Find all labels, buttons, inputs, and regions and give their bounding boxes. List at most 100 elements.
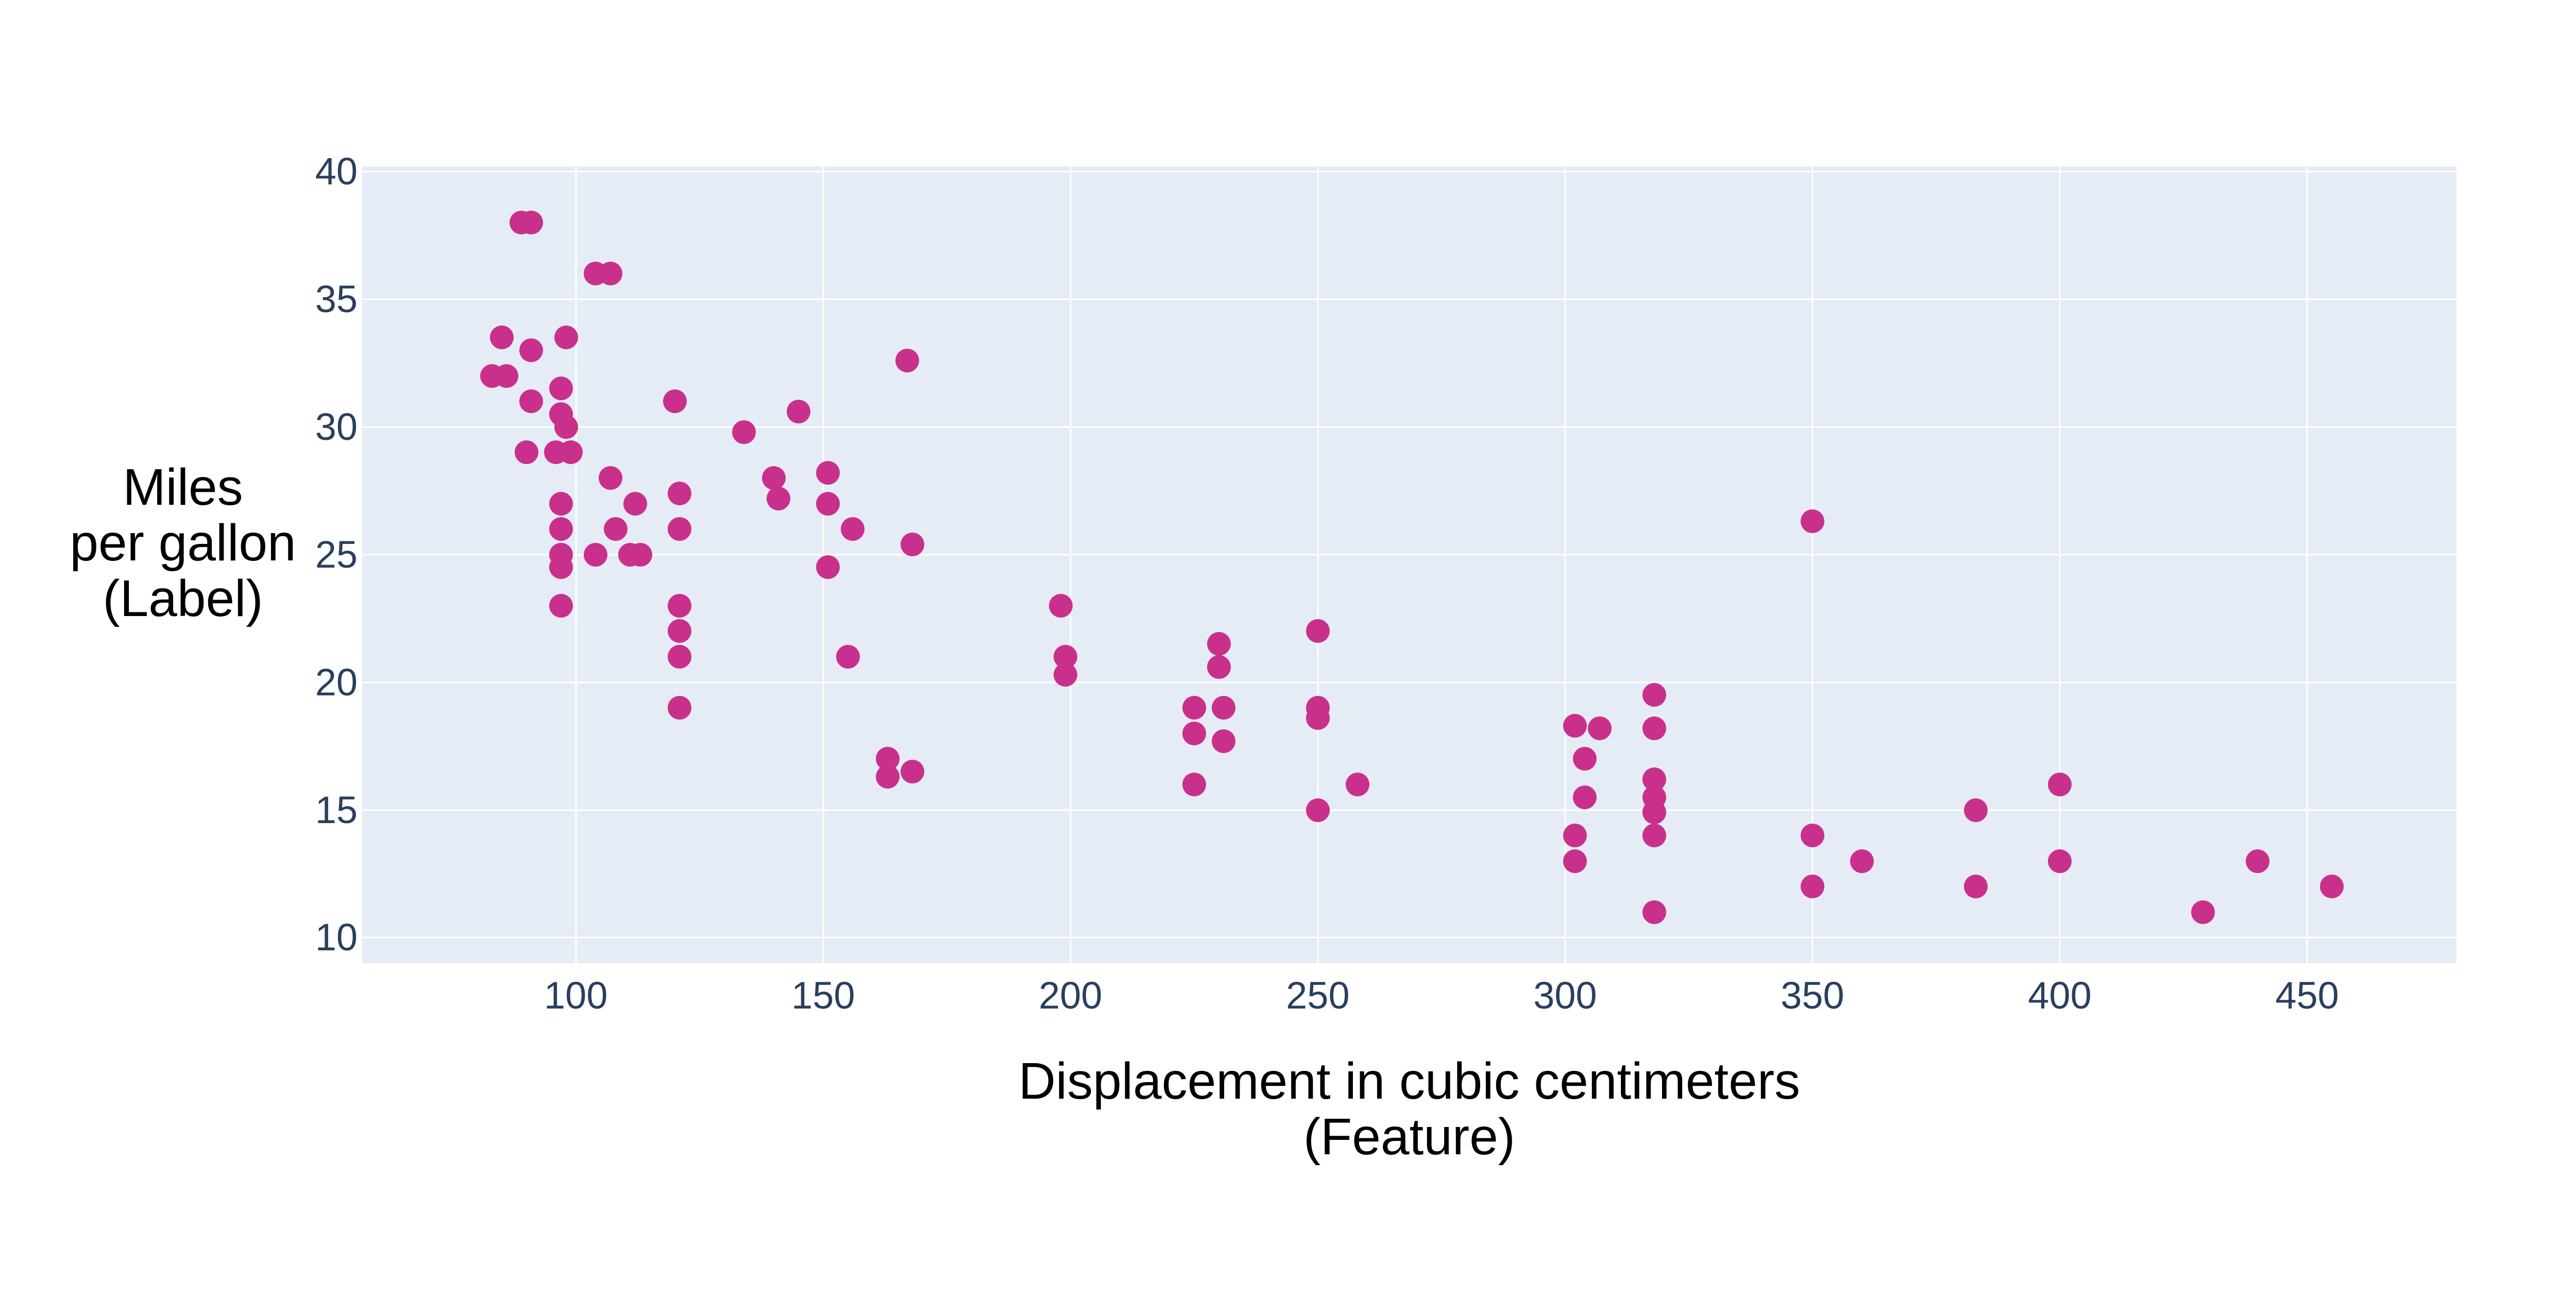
data-point (816, 555, 840, 579)
data-point (628, 542, 652, 567)
data-point (1573, 785, 1597, 809)
gridline-y-20 (362, 681, 2456, 684)
data-point (1182, 721, 1206, 745)
data-point (1573, 747, 1597, 771)
gridline-x-400 (2059, 166, 2061, 963)
data-point (1212, 696, 1236, 720)
gridline-y-15 (362, 809, 2456, 811)
data-point (1800, 509, 1824, 534)
data-point (495, 364, 519, 388)
y-tick-label-30: 30 (315, 405, 358, 448)
data-point (2191, 900, 2215, 924)
x-axis-title-line: Displacement in cubic centimeters (1018, 1052, 1801, 1110)
gridline-y-25 (362, 554, 2456, 556)
data-point (554, 415, 578, 439)
data-point (549, 377, 573, 401)
data-point (549, 593, 573, 618)
data-point (1642, 683, 1666, 707)
data-point (1306, 706, 1330, 730)
x-axis-tick-labels: 100 150 200 250 300 350 400 450 (362, 975, 2456, 1021)
gridline-y-35 (362, 298, 2456, 300)
data-point (1642, 824, 1666, 848)
data-point (1212, 729, 1236, 753)
data-point (767, 486, 791, 510)
data-point (2048, 849, 2072, 873)
y-tick-label-25: 25 (315, 533, 358, 576)
y-axis-tick-labels: 10 15 20 25 30 35 40 (0, 150, 358, 963)
data-point (816, 461, 840, 485)
data-point (1306, 798, 1330, 822)
gridline-x-250 (1317, 166, 1319, 963)
y-axis-title-line: (Label) (103, 570, 263, 627)
data-point (1182, 696, 1206, 720)
y-axis-title: Miles per gallon (Label) (0, 459, 366, 626)
data-point (1800, 875, 1824, 899)
y-axis-title-line: Miles (123, 458, 243, 516)
x-axis-title-line: (Feature) (1303, 1108, 1516, 1166)
data-point (1345, 772, 1369, 796)
x-tick-label-250: 250 (1286, 974, 1350, 1017)
data-point (668, 481, 692, 505)
x-tick-label-200: 200 (1039, 974, 1103, 1017)
data-point (732, 420, 756, 444)
y-tick-label-10: 10 (315, 916, 358, 959)
x-tick-label-300: 300 (1533, 974, 1597, 1017)
data-point (519, 389, 544, 414)
data-point (668, 645, 692, 669)
y-axis-title-line: per gallon (70, 514, 296, 572)
data-point (2048, 772, 2072, 796)
gridline-y-30 (362, 426, 2456, 428)
data-point (1207, 632, 1231, 656)
gridline-x-350 (1811, 166, 1814, 963)
data-point (668, 696, 692, 720)
x-tick-label-450: 450 (2275, 974, 2339, 1017)
gridline-x-200 (1070, 166, 1072, 963)
data-point (623, 491, 647, 516)
x-axis-title: Displacement in cubic centimeters (Featu… (362, 1053, 2456, 1165)
data-point (549, 491, 573, 516)
y-tick-label-15: 15 (315, 788, 358, 831)
plot-area (362, 166, 2456, 963)
data-point (559, 440, 583, 465)
data-point (1306, 619, 1330, 643)
data-point (554, 326, 578, 350)
gridline-x-300 (1564, 166, 1566, 963)
data-point (1207, 655, 1231, 679)
data-point (1850, 849, 1874, 873)
y-tick-label-35: 35 (315, 277, 358, 320)
data-point (2246, 849, 2270, 873)
data-point (519, 211, 544, 235)
gridline-y-40 (362, 170, 2456, 173)
data-point (1563, 824, 1587, 848)
data-point (519, 338, 544, 362)
gridline-x-100 (575, 166, 577, 963)
data-point (598, 466, 622, 490)
data-point (598, 262, 622, 286)
data-point (1054, 662, 1078, 687)
data-point (1800, 824, 1824, 848)
data-point (1048, 593, 1073, 618)
x-tick-label-400: 400 (2028, 974, 2092, 1017)
data-point (1563, 713, 1587, 738)
data-point (549, 555, 573, 579)
data-point (816, 491, 840, 516)
data-point (1182, 772, 1206, 796)
data-point (668, 517, 692, 541)
data-point (1963, 798, 1988, 822)
x-tick-label-150: 150 (791, 974, 855, 1017)
data-point (1588, 716, 1612, 740)
data-point (668, 593, 692, 618)
data-point (514, 440, 538, 465)
data-point (668, 619, 692, 643)
x-tick-label-100: 100 (544, 974, 608, 1017)
data-point (584, 542, 608, 567)
data-point (663, 389, 687, 414)
data-point (875, 765, 900, 789)
data-point (841, 517, 865, 541)
data-point (900, 760, 924, 784)
data-point (1642, 716, 1666, 740)
x-tick-label-350: 350 (1781, 974, 1844, 1017)
data-point (895, 348, 919, 372)
data-point (2320, 875, 2344, 899)
